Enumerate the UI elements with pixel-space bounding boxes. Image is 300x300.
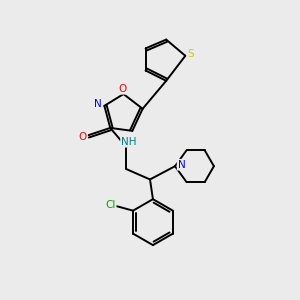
Text: NH: NH [121,137,136,147]
Text: O: O [118,84,126,94]
Text: N: N [94,99,102,110]
Text: S: S [187,49,194,59]
Text: N: N [178,160,185,170]
Text: Cl: Cl [105,200,116,210]
Text: O: O [79,132,87,142]
